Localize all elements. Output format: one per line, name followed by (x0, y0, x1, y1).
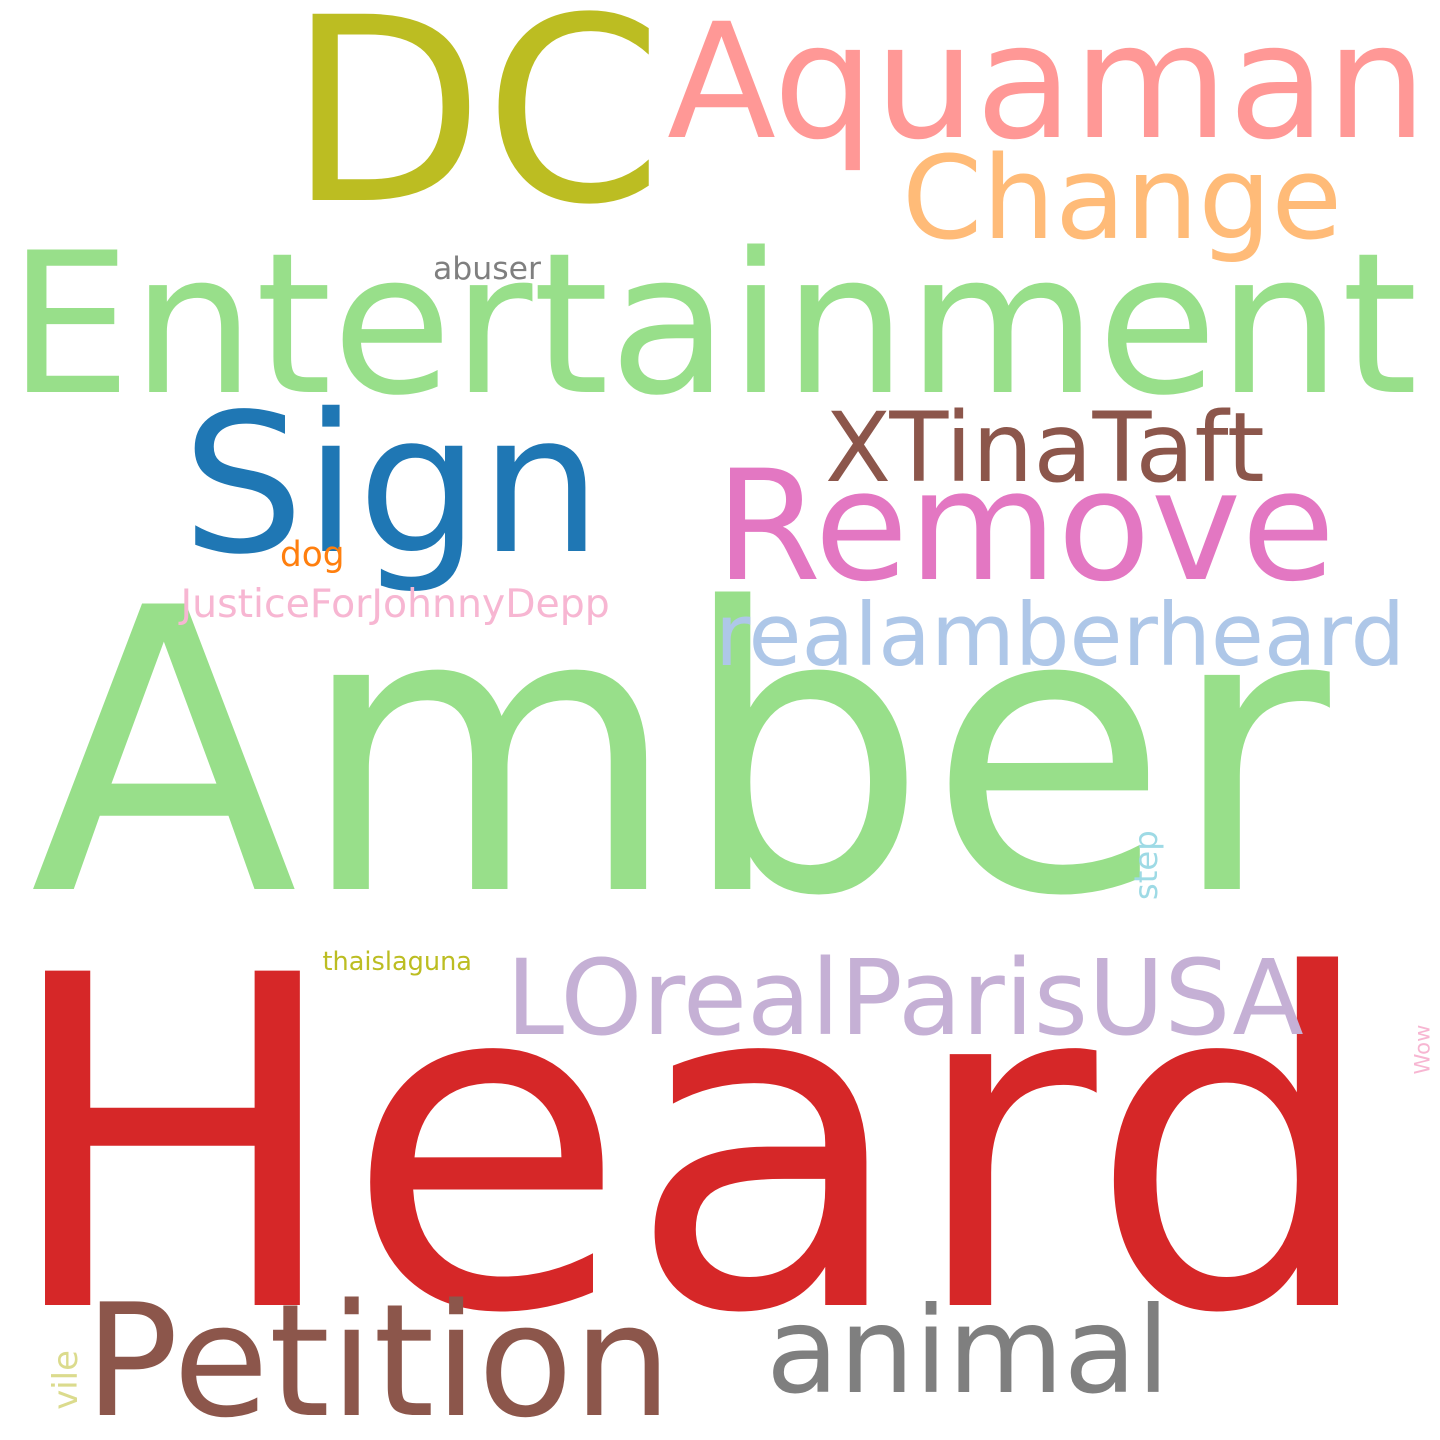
word-realamberheard: realamberheard (715, 585, 1406, 686)
word-xtinataft: XTinaTaft (825, 391, 1265, 505)
word-abuser: abuser (433, 251, 542, 288)
word-aquaman: Aquaman (667, 0, 1427, 175)
word-entertainment: Entertainment (8, 211, 1418, 439)
word-dc: DC (287, 0, 663, 261)
word-sign: Sign (182, 373, 602, 598)
word-petition: Petition (84, 1270, 672, 1440)
word-change: Change (902, 131, 1343, 266)
word-vile: vile (45, 1350, 85, 1410)
word-justiceforjohnnydepp: JusticeForJohnnyDepp (180, 580, 610, 627)
word-heard: Heard (0, 879, 1380, 1414)
word-step: step (1126, 830, 1165, 901)
word-remove: Remove (715, 437, 1336, 616)
word-thaislaguna: thaislaguna (322, 946, 472, 977)
word-wow: Wow (1409, 1024, 1435, 1075)
word-dog: dog (280, 535, 345, 576)
word-animal: animal (766, 1281, 1170, 1421)
word-amber: Amber (30, 526, 1330, 983)
word-lorealparisusa: LOrealParisUSA (506, 936, 1304, 1059)
